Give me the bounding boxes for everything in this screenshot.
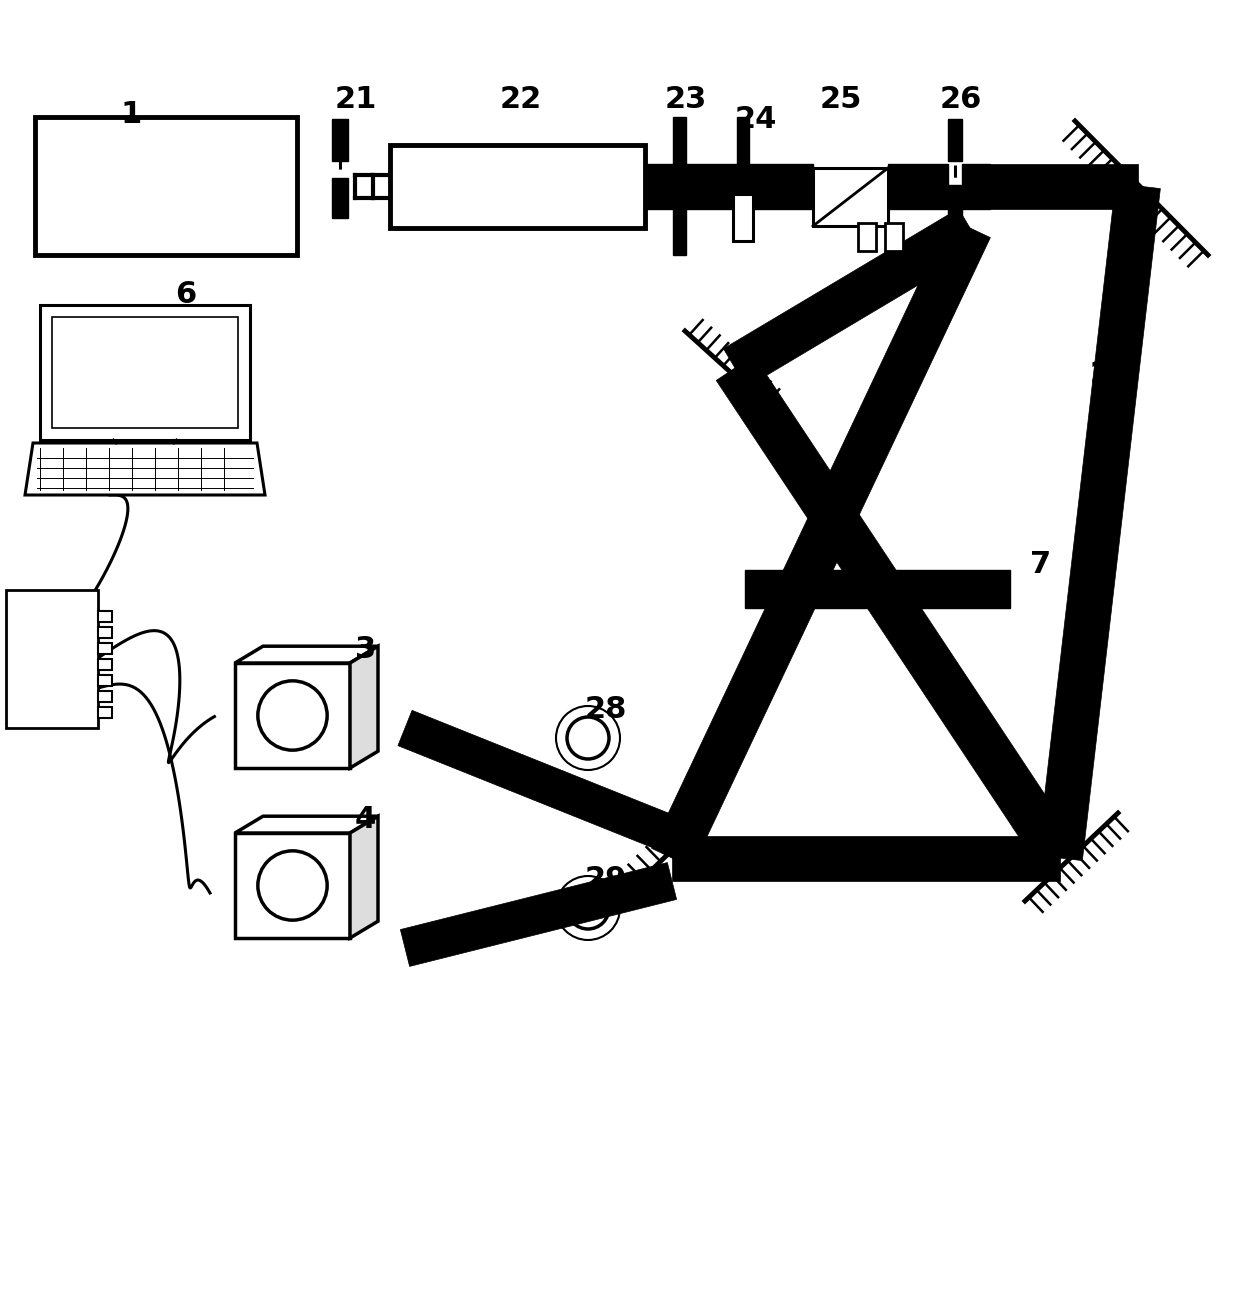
Polygon shape (350, 817, 378, 937)
Polygon shape (1038, 184, 1161, 860)
Text: 28: 28 (585, 695, 627, 723)
Bar (949, 185, 962, 221)
Text: 7: 7 (1030, 550, 1052, 579)
FancyBboxPatch shape (35, 117, 298, 255)
Bar (332, 179, 348, 218)
Text: 22: 22 (500, 85, 542, 114)
FancyBboxPatch shape (858, 223, 875, 251)
Bar (686, 164, 742, 209)
FancyBboxPatch shape (813, 168, 888, 226)
Text: 23: 23 (665, 85, 707, 114)
FancyBboxPatch shape (40, 305, 250, 440)
Polygon shape (401, 863, 677, 966)
Bar (98, 611, 112, 622)
Polygon shape (672, 835, 1060, 881)
Text: 29: 29 (585, 865, 627, 894)
Polygon shape (25, 442, 265, 495)
FancyBboxPatch shape (236, 663, 350, 768)
Polygon shape (652, 218, 991, 868)
FancyBboxPatch shape (52, 316, 238, 428)
Bar (673, 117, 686, 255)
Bar (98, 628, 112, 638)
FancyBboxPatch shape (733, 194, 753, 242)
Bar (98, 643, 112, 654)
FancyBboxPatch shape (6, 590, 98, 727)
Bar (98, 691, 112, 702)
Text: 27: 27 (1090, 360, 1132, 389)
Text: 4: 4 (355, 805, 376, 834)
Polygon shape (717, 356, 1079, 871)
Bar (737, 117, 749, 167)
Polygon shape (236, 646, 378, 663)
Bar (962, 164, 990, 209)
Polygon shape (350, 646, 378, 768)
Polygon shape (398, 710, 680, 852)
Bar (98, 659, 112, 670)
Bar (645, 164, 673, 209)
Bar (949, 119, 962, 161)
Text: 25: 25 (820, 85, 862, 114)
Text: 6: 6 (175, 280, 196, 309)
FancyBboxPatch shape (391, 144, 645, 228)
Bar (98, 675, 112, 685)
Bar (742, 164, 813, 209)
Polygon shape (990, 164, 1138, 209)
Polygon shape (236, 817, 378, 832)
Text: 3: 3 (355, 635, 376, 664)
Text: 24: 24 (735, 105, 777, 134)
Text: 1: 1 (120, 100, 141, 129)
FancyBboxPatch shape (885, 223, 903, 251)
FancyBboxPatch shape (236, 832, 350, 937)
Text: 26: 26 (940, 85, 982, 114)
Bar (888, 164, 949, 209)
Bar (98, 706, 112, 718)
Bar (332, 119, 348, 161)
Bar (745, 570, 1011, 608)
Text: 21: 21 (335, 85, 377, 114)
Polygon shape (723, 209, 982, 387)
